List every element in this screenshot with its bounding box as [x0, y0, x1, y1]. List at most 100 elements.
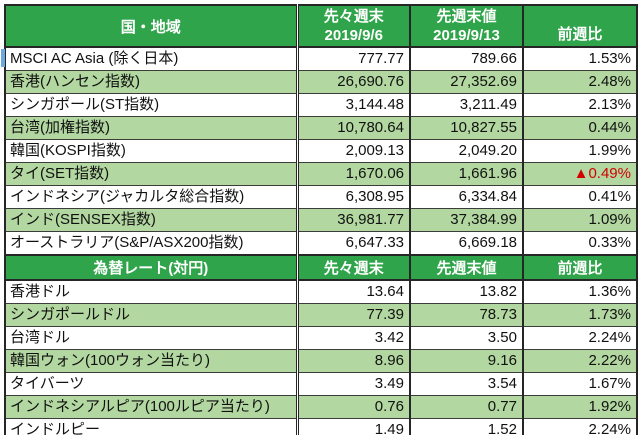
- last-value-cell[interactable]: 6,334.84: [409, 185, 523, 209]
- region-cell[interactable]: タイバーツ: [5, 372, 297, 396]
- last-value-cell[interactable]: 0.77: [409, 395, 523, 419]
- last-value-cell[interactable]: 1,661.96: [409, 162, 523, 186]
- last-value-cell[interactable]: 78.73: [409, 303, 523, 327]
- table-row: インドルピー 1.49 1.52 2.24%: [5, 418, 637, 435]
- prev-value-cell[interactable]: 77.39: [295, 303, 410, 327]
- indices-header-row: 国・地域 先々週末 2019/9/6 先週末値 2019/9/13 前週比: [5, 4, 637, 48]
- indices-header-last-cell[interactable]: 先週末値 2019/9/13: [409, 4, 523, 48]
- prev-value-cell[interactable]: 10,780.64: [295, 116, 410, 140]
- last-value-cell[interactable]: 27,352.69: [409, 70, 523, 94]
- prev-value-cell[interactable]: 1.49: [295, 418, 410, 435]
- prev-value-cell[interactable]: 1,670.06: [295, 162, 410, 186]
- last-value-cell[interactable]: 37,384.99: [409, 208, 523, 232]
- region-cell[interactable]: シンガポール(ST指数): [5, 93, 297, 117]
- change-cell[interactable]: 0.33%: [522, 231, 637, 255]
- region-cell[interactable]: インドネシア(ジャカルタ総合指数): [5, 185, 297, 209]
- change-cell[interactable]: 1.92%: [522, 395, 637, 419]
- change-cell[interactable]: 1.09%: [522, 208, 637, 232]
- cell-cursor-indicator: [1, 49, 5, 67]
- prev-value-cell[interactable]: 6,308.95: [295, 185, 410, 209]
- last-value-cell[interactable]: 3.50: [409, 326, 523, 350]
- table-row: タイ(SET指数) 1,670.06 1,661.96 ▲0.49%: [5, 162, 637, 186]
- change-cell[interactable]: 2.24%: [522, 418, 637, 435]
- fx-header-change-cell[interactable]: 前週比: [522, 254, 637, 281]
- table-row: 台湾ドル 3.42 3.50 2.24%: [5, 326, 637, 350]
- fx-header-prev-cell[interactable]: 先々週末: [295, 254, 410, 281]
- last-value-cell[interactable]: 13.82: [409, 279, 523, 304]
- region-cell[interactable]: タイ(SET指数): [5, 162, 297, 186]
- last-value-cell[interactable]: 789.66: [409, 46, 523, 71]
- change-cell[interactable]: 0.44%: [522, 116, 637, 140]
- last-value-cell[interactable]: 1.52: [409, 418, 523, 435]
- prev-value-cell[interactable]: 6,647.33: [295, 231, 410, 255]
- market-summary-table: 国・地域 先々週末 2019/9/6 先週末値 2019/9/13 前週比 MS…: [4, 4, 638, 435]
- region-cell[interactable]: インドネシアルピア(100ルピア当たり): [5, 395, 297, 419]
- table-row: 韓国ウォン(100ウォン当たり) 8.96 9.16 2.22%: [5, 349, 637, 373]
- region-cell[interactable]: 韓国(KOSPI指数): [5, 139, 297, 163]
- fx-header-row: 為替レート(対円) 先々週末 先週末値 前週比: [5, 254, 637, 281]
- prev-value-cell[interactable]: 26,690.76: [295, 70, 410, 94]
- last-weekend-date: 2019/9/13: [433, 27, 500, 44]
- prev-value-cell[interactable]: 36,981.77: [295, 208, 410, 232]
- change-cell[interactable]: ▲0.49%: [522, 162, 637, 186]
- prev-value-cell[interactable]: 3.42: [295, 326, 410, 350]
- prev-value-cell[interactable]: 8.96: [295, 349, 410, 373]
- table-row: インドネシアルピア(100ルピア当たり) 0.76 0.77 1.92%: [5, 395, 637, 419]
- prev-value-cell[interactable]: 13.64: [295, 279, 410, 304]
- change-cell[interactable]: 1.73%: [522, 303, 637, 327]
- region-cell[interactable]: シンガポールドル: [5, 303, 297, 327]
- table-row: インドネシア(ジャカルタ総合指数) 6,308.95 6,334.84 0.41%: [5, 185, 637, 209]
- prev-weekend-date: 2019/9/6: [324, 27, 383, 44]
- table-row: シンガポールドル 77.39 78.73 1.73%: [5, 303, 637, 327]
- region-cell[interactable]: 香港ドル: [5, 279, 297, 304]
- fx-header-region-cell[interactable]: 為替レート(対円): [5, 254, 297, 281]
- table-row: インド(SENSEX指数) 36,981.77 37,384.99 1.09%: [5, 208, 637, 232]
- change-cell[interactable]: 2.24%: [522, 326, 637, 350]
- prev-value-cell[interactable]: 0.76: [295, 395, 410, 419]
- last-value-cell[interactable]: 9.16: [409, 349, 523, 373]
- last-value-cell[interactable]: 10,827.55: [409, 116, 523, 140]
- last-value-cell[interactable]: 3,211.49: [409, 93, 523, 117]
- table-row: オーストラリア(S&P/ASX200指数) 6,647.33 6,669.18 0.3…: [5, 231, 637, 255]
- region-cell[interactable]: 台湾ドル: [5, 326, 297, 350]
- indices-header-change-cell[interactable]: 前週比: [522, 4, 637, 48]
- fx-header: 為替レート(対円) 先々週末 先週末値 前週比: [5, 254, 637, 281]
- region-cell[interactable]: 韓国ウォン(100ウォン当たり): [5, 349, 297, 373]
- last-value-cell[interactable]: 6,669.18: [409, 231, 523, 255]
- last-value-cell[interactable]: 2,049.20: [409, 139, 523, 163]
- table-row: MSCI AC Asia (除く日本) 777.77 789.66 1.53%: [5, 46, 637, 71]
- prev-value-cell[interactable]: 777.77: [295, 46, 410, 71]
- indices-header-prev-cell[interactable]: 先々週末 2019/9/6: [295, 4, 410, 48]
- region-cell[interactable]: インドルピー: [5, 418, 297, 435]
- last-value-cell[interactable]: 3.54: [409, 372, 523, 396]
- indices-header: 国・地域 先々週末 2019/9/6 先週末値 2019/9/13 前週比: [5, 4, 637, 48]
- region-cell[interactable]: 香港(ハンセン指数): [5, 70, 297, 94]
- table-row: 台湾(加権指数) 10,780.64 10,827.55 0.44%: [5, 116, 637, 140]
- prev-weekend-label: 先々週末: [323, 8, 384, 25]
- region-cell[interactable]: インド(SENSEX指数): [5, 208, 297, 232]
- indices-rows: MSCI AC Asia (除く日本) 777.77 789.66 1.53% 香港(ハ…: [5, 46, 637, 255]
- region-cell[interactable]: MSCI AC Asia (除く日本): [5, 46, 297, 71]
- table-row: シンガポール(ST指数) 3,144.48 3,211.49 2.13%: [5, 93, 637, 117]
- change-cell[interactable]: 1.99%: [522, 139, 637, 163]
- change-cell[interactable]: 1.67%: [522, 372, 637, 396]
- table-row: 香港ドル 13.64 13.82 1.36%: [5, 279, 637, 304]
- table-row: 韓国(KOSPI指数) 2,009.13 2,049.20 1.99%: [5, 139, 637, 163]
- prev-value-cell[interactable]: 2,009.13: [295, 139, 410, 163]
- table-row: 香港(ハンセン指数) 26,690.76 27,352.69 2.48%: [5, 70, 637, 94]
- region-cell[interactable]: 台湾(加権指数): [5, 116, 297, 140]
- prev-value-cell[interactable]: 3.49: [295, 372, 410, 396]
- table-row: タイバーツ 3.49 3.54 1.67%: [5, 372, 637, 396]
- indices-header-region-cell[interactable]: 国・地域: [5, 4, 297, 48]
- prev-value-cell[interactable]: 3,144.48: [295, 93, 410, 117]
- fx-header-last-cell[interactable]: 先週末値: [409, 254, 523, 281]
- region-cell[interactable]: オーストラリア(S&P/ASX200指数): [5, 231, 297, 255]
- change-cell[interactable]: 1.36%: [522, 279, 637, 304]
- change-cell[interactable]: 0.41%: [522, 185, 637, 209]
- change-cell[interactable]: 1.53%: [522, 46, 637, 71]
- change-cell[interactable]: 2.22%: [522, 349, 637, 373]
- fx-rows: 香港ドル 13.64 13.82 1.36% シンガポールドル 77.39 78.73 1.7…: [5, 279, 637, 435]
- change-cell[interactable]: 2.13%: [522, 93, 637, 117]
- change-cell[interactable]: 2.48%: [522, 70, 637, 94]
